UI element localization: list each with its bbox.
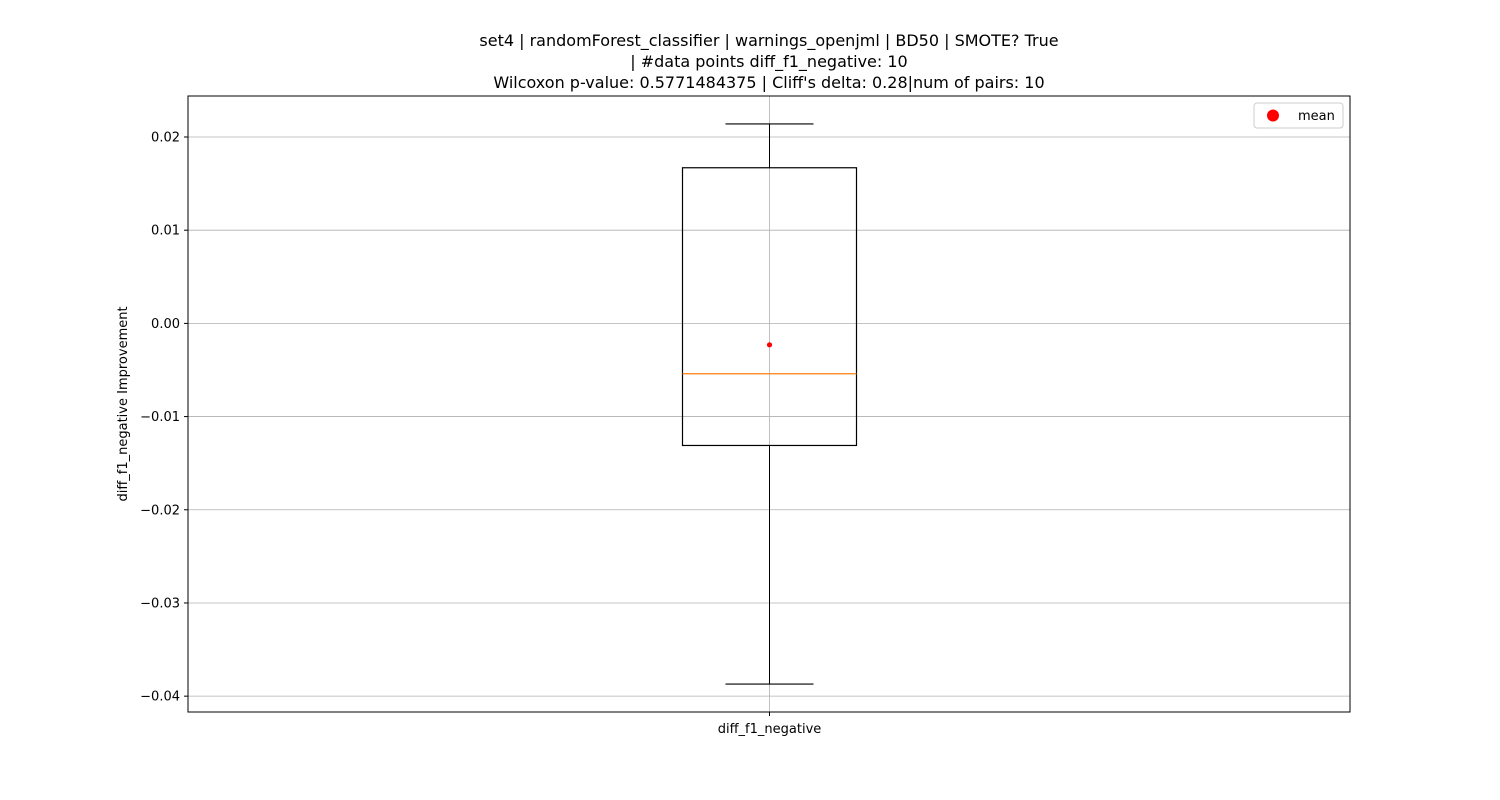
y-tick-label: 0.00 [151,317,180,332]
y-tick-label: 0.02 [151,131,180,146]
y-tick-label: 0.01 [151,224,180,239]
legend: mean [1253,102,1344,129]
chart-title-line-1: set4 | randomForest_classifier | warning… [479,31,1059,50]
y-tick-label: −0.01 [140,410,180,425]
legend-mean-marker [1267,109,1279,122]
chart-title-line-3: Wilcoxon p-value: 0.5771484375 | Cliff's… [493,73,1045,92]
y-tick-label: −0.03 [140,596,180,611]
x-tick-label: diff_f1_negative [718,722,822,737]
interquartile-box [681,167,858,447]
mean-marker [766,342,773,348]
y-tick-label: −0.04 [140,690,180,705]
legend-mean-label: mean [1298,109,1335,124]
y-tick-label: −0.02 [140,503,180,518]
y-axis-label: diff_f1_negative Improvement [116,306,131,501]
chart-title-line-2: | #data points diff_f1_negative: 10 [630,52,908,71]
legend-frame [1253,102,1344,129]
